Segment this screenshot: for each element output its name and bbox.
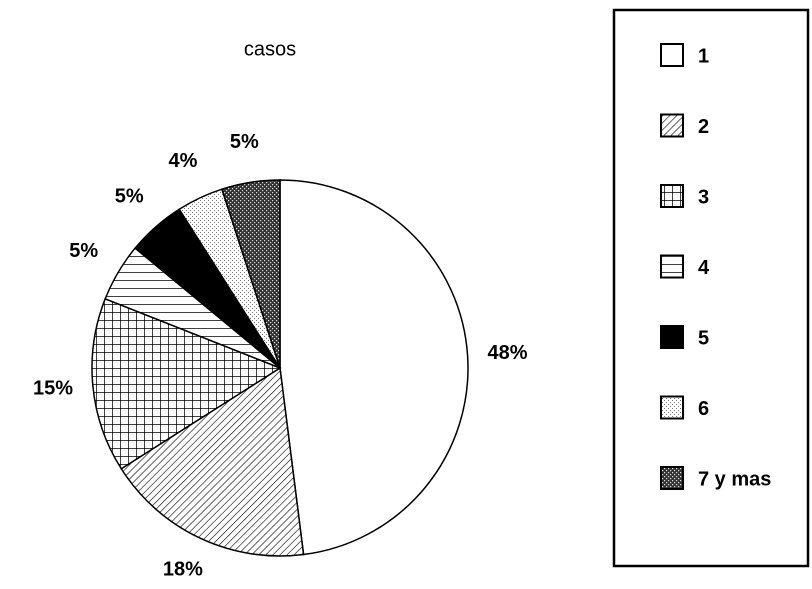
chart-title: casos [244,38,296,60]
data-label: 4% [168,150,197,172]
legend-swatch [660,43,684,67]
pie-slice [120,366,305,557]
legend-swatch [660,466,684,490]
legend-label: 3 [698,186,709,208]
data-label: 5% [115,185,144,207]
data-label: 5% [69,240,98,262]
data-label: 5% [230,131,259,153]
data-label: 18% [163,558,203,580]
legend-label: 2 [698,116,709,138]
pie-slice [279,179,469,556]
legend-swatch [660,325,684,349]
data-label: 15% [33,378,73,400]
legend-swatch [660,113,684,138]
legend-label: 6 [698,398,709,420]
legend-swatch [660,395,684,420]
legend-label: 7 y mas [698,468,771,490]
legend-label: 5 [698,327,709,349]
legend-label: 4 [698,257,710,279]
legend-box [612,8,810,568]
legend-swatch [660,254,684,279]
legend-swatch [660,184,684,208]
pie-slice [91,297,282,470]
data-label: 48% [488,342,528,364]
legend-label: 1 [698,45,709,67]
pie-slice [220,179,281,369]
